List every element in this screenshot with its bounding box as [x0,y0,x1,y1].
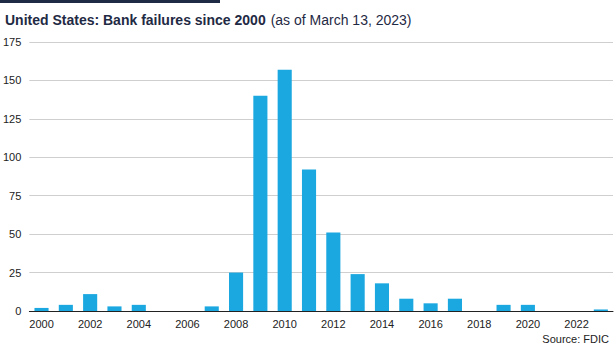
svg-text:2020: 2020 [516,318,540,330]
svg-text:United States: Bank failures s: United States: Bank failures since 2000 [5,12,266,28]
svg-text:2008: 2008 [224,318,248,330]
svg-text:0: 0 [15,305,21,317]
svg-text:2006: 2006 [175,318,199,330]
svg-text:2002: 2002 [78,318,102,330]
svg-text:125: 125 [3,113,21,125]
svg-text:Source: FDIC: Source: FDIC [542,333,609,345]
svg-text:2000: 2000 [29,318,53,330]
svg-text:150: 150 [3,74,21,86]
svg-text:175: 175 [3,36,21,48]
svg-text:25: 25 [9,267,21,279]
svg-text:2004: 2004 [127,318,151,330]
svg-text:2022: 2022 [564,318,588,330]
svg-text:2014: 2014 [370,318,394,330]
svg-text:2012: 2012 [321,318,345,330]
svg-text:2018: 2018 [467,318,491,330]
svg-text:2016: 2016 [418,318,442,330]
svg-text:(as of March 13, 2023): (as of March 13, 2023) [271,12,412,28]
svg-text:50: 50 [9,228,21,240]
svg-text:100: 100 [3,151,21,163]
svg-text:75: 75 [9,190,21,202]
svg-text:2010: 2010 [272,318,296,330]
